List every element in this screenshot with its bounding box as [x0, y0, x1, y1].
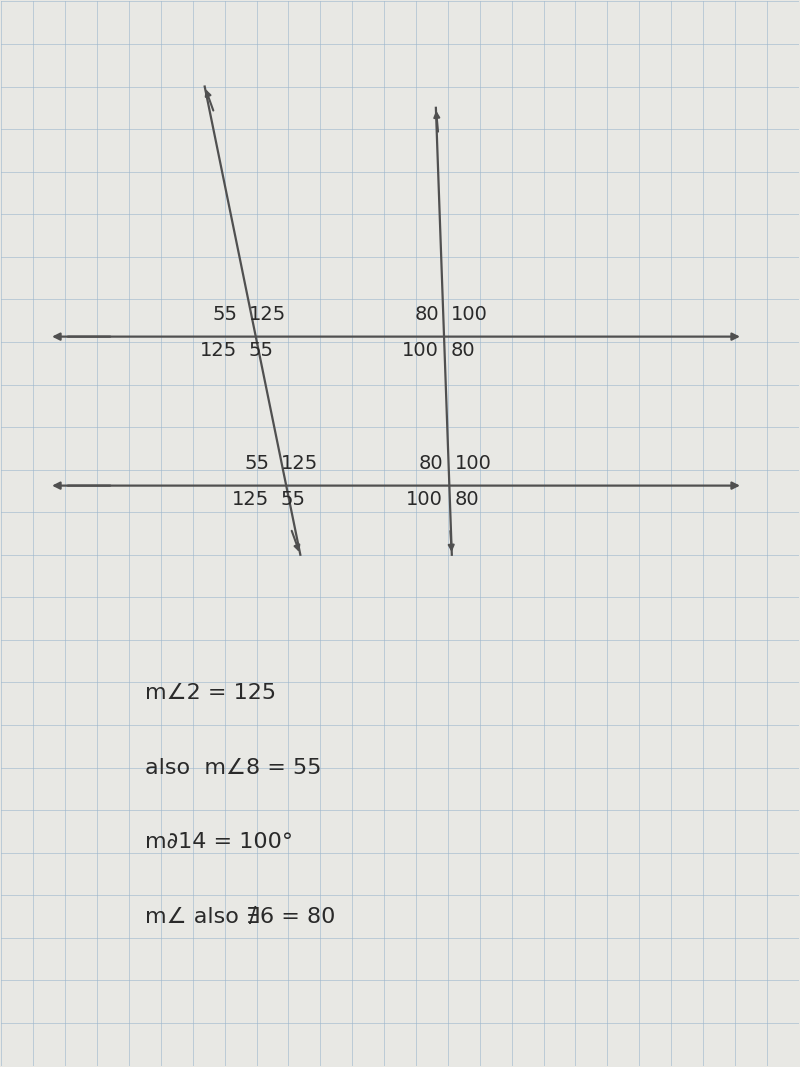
- Text: 125: 125: [249, 305, 286, 324]
- Text: 100: 100: [406, 490, 443, 509]
- Text: m∠ also ∄6 = 80: m∠ also ∄6 = 80: [145, 907, 335, 926]
- Text: 100: 100: [450, 305, 487, 324]
- Text: 55: 55: [212, 305, 238, 324]
- Text: m∠2 = 125: m∠2 = 125: [145, 683, 276, 703]
- Text: 55: 55: [244, 453, 270, 473]
- Text: 55: 55: [249, 340, 274, 360]
- Text: 125: 125: [200, 340, 238, 360]
- Text: 80: 80: [454, 490, 479, 509]
- Text: 100: 100: [454, 453, 491, 473]
- Text: also  m∠8 = 55: also m∠8 = 55: [145, 758, 322, 778]
- Text: 125: 125: [232, 490, 270, 509]
- Text: m∂14 = 100°: m∂14 = 100°: [145, 832, 293, 853]
- Text: 80: 80: [414, 305, 439, 324]
- Text: 100: 100: [402, 340, 439, 360]
- Text: 80: 80: [418, 453, 443, 473]
- Text: 80: 80: [450, 340, 475, 360]
- Text: 125: 125: [281, 453, 318, 473]
- Text: 55: 55: [281, 490, 306, 509]
